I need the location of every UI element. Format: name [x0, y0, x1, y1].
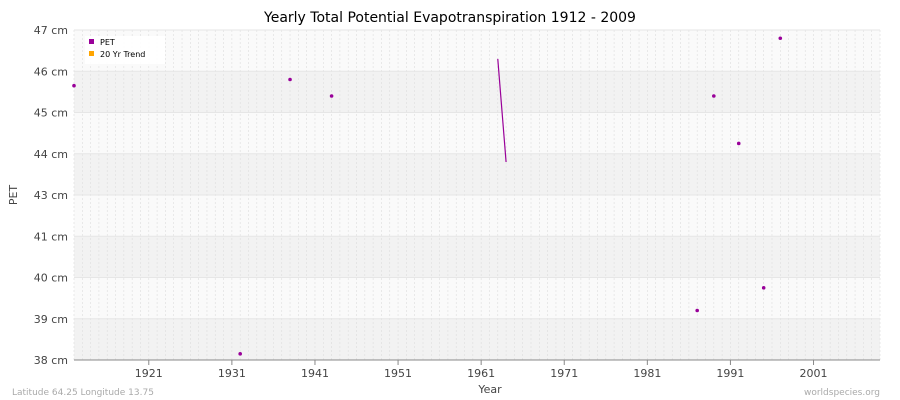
- pet-line-segment: [497, 58, 507, 163]
- y-axis-ticks: 38 cm 39 cm 40 cm 41 cm 43 cm 44 cm 45 cm 46 cm…: [34, 24, 68, 367]
- y-tick-label: 45 cm: [34, 107, 68, 120]
- pet-point: [778, 36, 783, 41]
- data-marks: [72, 36, 783, 356]
- pet-point: [712, 94, 716, 98]
- plot-band: [74, 30, 880, 72]
- plot-band: [74, 318, 880, 360]
- y-tick-label: 40 cm: [34, 272, 68, 285]
- x-axis-ticks: 1921 1931 1941 1951 1961 1971 1981 1991 2001: [135, 360, 828, 380]
- x-tick-label: 1941: [301, 367, 329, 380]
- pet-point: [288, 77, 292, 82]
- y-tick-label: 46 cm: [34, 65, 68, 78]
- plot-bands: [74, 30, 880, 360]
- legend-swatch-trend: [89, 51, 94, 56]
- y-tick-label: 44 cm: [34, 148, 68, 161]
- pet-point: [736, 141, 741, 146]
- y-tick-label: 41 cm: [34, 230, 68, 243]
- legend-swatch-pet: [89, 39, 94, 44]
- pet-point: [329, 94, 334, 98]
- legend-box: [85, 36, 165, 64]
- plot-band: [74, 71, 880, 113]
- footer-source: worldspecies.org: [804, 388, 880, 398]
- pet-point: [695, 308, 699, 313]
- plot-band: [74, 112, 880, 154]
- pet-point: [238, 352, 242, 356]
- x-tick-label: 1951: [384, 367, 412, 380]
- pet-point: [761, 286, 766, 290]
- y-tick-label: 43 cm: [34, 189, 68, 202]
- plot-band: [74, 277, 880, 319]
- x-tick-label: 1931: [218, 367, 246, 380]
- x-axis-title: Year: [477, 383, 502, 396]
- plot-band: [74, 153, 880, 195]
- legend-label-trend: 20 Yr Trend: [100, 50, 145, 59]
- x-tick-label: 2001: [800, 367, 828, 380]
- y-tick-label: 47 cm: [34, 24, 68, 37]
- plot-band: [74, 195, 880, 237]
- chart-title: Yearly Total Potential Evapotranspiratio…: [263, 10, 636, 26]
- pet-point: [72, 83, 76, 88]
- x-tick-label: 1971: [550, 367, 578, 380]
- x-tick-label: 1981: [633, 367, 661, 380]
- y-tick-label: 39 cm: [34, 313, 68, 326]
- x-tick-label: 1921: [135, 367, 163, 380]
- footer-coordinates: Latitude 64.25 Longitude 13.75: [12, 388, 154, 398]
- y-axis-title: PET: [7, 185, 20, 206]
- y-tick-label: 38 cm: [34, 354, 68, 367]
- x-tick-label: 1991: [716, 367, 744, 380]
- plot-band: [74, 236, 880, 278]
- x-tick-label: 1961: [467, 367, 495, 380]
- legend: PET 20 Yr Trend: [85, 36, 165, 64]
- legend-label-pet: PET: [100, 38, 115, 47]
